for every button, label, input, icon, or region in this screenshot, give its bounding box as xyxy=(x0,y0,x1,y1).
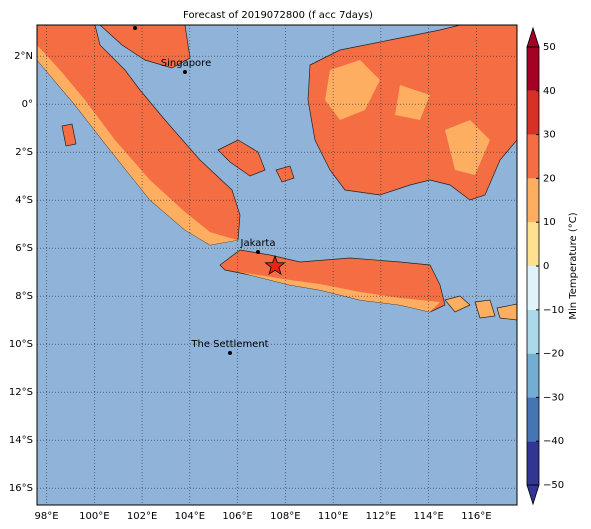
belitung xyxy=(275,165,295,183)
y-tick-label: 4°S xyxy=(15,195,33,206)
islet xyxy=(61,123,77,147)
sumbawa xyxy=(496,303,517,321)
x-tick-label: 114°E xyxy=(413,511,443,522)
graticule xyxy=(37,25,517,505)
colorbar-tick-label: 0 xyxy=(543,261,549,272)
y-tick-label: 2°N xyxy=(14,51,33,62)
place-dot xyxy=(183,70,187,74)
bangka xyxy=(217,139,266,177)
x-tick-label: 110°E xyxy=(318,511,348,522)
x-tick-label: 108°E xyxy=(270,511,300,522)
colorbar-segment xyxy=(527,266,539,310)
place-dot xyxy=(256,250,260,254)
x-tick-label: 98°E xyxy=(35,511,59,522)
y-tick-label: 0° xyxy=(22,99,33,110)
x-tick-label: 102°E xyxy=(127,511,157,522)
map-title: Forecast of 2019072800 (f acc 7days) xyxy=(183,10,373,21)
colorbar-segment xyxy=(527,309,539,354)
y-tick-label: 10°S xyxy=(9,339,33,350)
colorbar-segment xyxy=(527,178,539,223)
place-dot xyxy=(133,26,137,30)
borneo-warm-patch xyxy=(325,60,380,120)
colorbar-segment xyxy=(527,90,539,135)
colorbar-segment xyxy=(527,353,539,398)
star-marker xyxy=(264,254,286,276)
bali xyxy=(444,295,471,313)
java-coast-band xyxy=(240,272,440,312)
colorbar-tick-label: −20 xyxy=(543,349,564,360)
colorbar-tick-label: −30 xyxy=(543,392,564,403)
colorbar-label: Min Temperature (°C) xyxy=(568,212,579,319)
x-tick-label: 112°E xyxy=(366,511,396,522)
malay-peninsula xyxy=(99,25,191,69)
colorbar: −50 −40 −30 −20 −10 0 10 20 30 40 50 xyxy=(526,26,564,506)
colorbar-tick-label: 40 xyxy=(543,86,556,97)
place-label: The Settlement xyxy=(190,339,268,350)
colorbar-extend-top xyxy=(526,26,540,48)
y-tick-label: 14°S xyxy=(9,435,33,446)
colorbar-segment xyxy=(527,47,539,91)
y-tick-label: 2°S xyxy=(15,147,33,158)
colorbar-tick-label: 10 xyxy=(543,217,556,228)
place-dot xyxy=(228,351,232,355)
colorbar-tick-label: −40 xyxy=(543,436,564,447)
map-frame xyxy=(36,24,518,506)
y-tick-label: 6°S xyxy=(15,243,33,254)
x-tick-label: 106°E xyxy=(222,511,252,522)
x-tick-label: 100°E xyxy=(79,511,109,522)
place-label: Singapore xyxy=(161,58,211,69)
x-tick-label: 116°E xyxy=(461,511,491,522)
colorbar-tick-label: −10 xyxy=(543,305,564,316)
colorbar-segment xyxy=(527,222,539,266)
colorbar-segment xyxy=(527,134,539,179)
lombok xyxy=(474,299,496,319)
map-area xyxy=(37,25,517,505)
borneo-warm-patch xyxy=(445,120,490,175)
borneo-warm-patch xyxy=(395,85,430,120)
place-label: Jakarta xyxy=(240,238,276,249)
colorbar-tick-label: 50 xyxy=(543,42,556,53)
x-tick-label: 104°E xyxy=(175,511,205,522)
colorbar-tick-label: 20 xyxy=(543,173,556,184)
colorbar-segment xyxy=(527,397,539,442)
colorbar-extend-bottom xyxy=(526,484,540,506)
colorbar-tick-label: −50 xyxy=(543,480,564,491)
colorbar-tick-label: 30 xyxy=(543,130,556,141)
y-tick-label: 8°S xyxy=(15,291,33,302)
y-tick-label: 16°S xyxy=(9,483,33,494)
y-tick-label: 12°S xyxy=(9,387,33,398)
colorbar-segment xyxy=(527,441,539,485)
